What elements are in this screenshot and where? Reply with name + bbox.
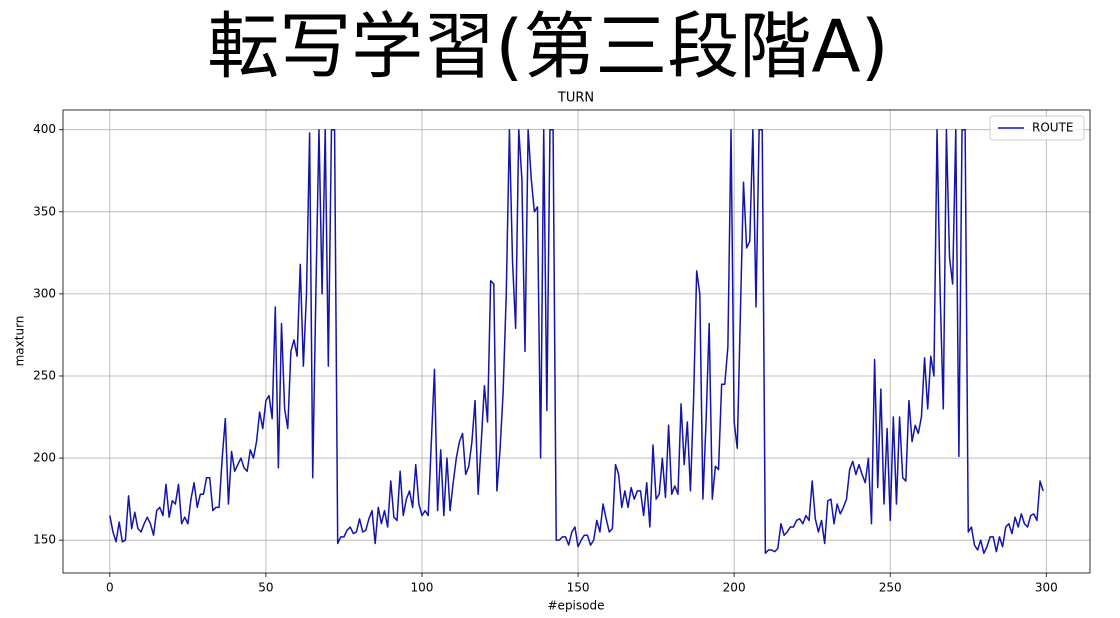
x-tick-label: 100 xyxy=(411,581,434,595)
x-tick-label: 0 xyxy=(106,581,114,595)
x-tick-label: 300 xyxy=(1035,581,1058,595)
y-tick-label: 200 xyxy=(33,451,56,465)
page-title: 転写学習(第三段階A) xyxy=(207,5,888,89)
y-tick-label: 400 xyxy=(33,122,56,136)
y-tick-label: 300 xyxy=(33,286,56,300)
x-tick-label: 200 xyxy=(723,581,746,595)
plot-frame xyxy=(62,109,1091,574)
y-axis-label: maxturn xyxy=(13,316,27,367)
legend-label: ROUTE xyxy=(1032,121,1073,135)
x-axis-label: #episode xyxy=(548,599,605,613)
legend-box xyxy=(989,115,1085,141)
data-line xyxy=(109,128,1044,555)
y-tick-label: 150 xyxy=(33,533,56,547)
y-tick-label: 350 xyxy=(33,204,56,218)
chart-title: TURN xyxy=(557,91,594,106)
x-tick-label: 250 xyxy=(879,581,902,595)
y-tick-label: 250 xyxy=(33,368,56,382)
x-tick-label: 50 xyxy=(258,581,273,595)
x-tick-label: 150 xyxy=(567,581,590,595)
